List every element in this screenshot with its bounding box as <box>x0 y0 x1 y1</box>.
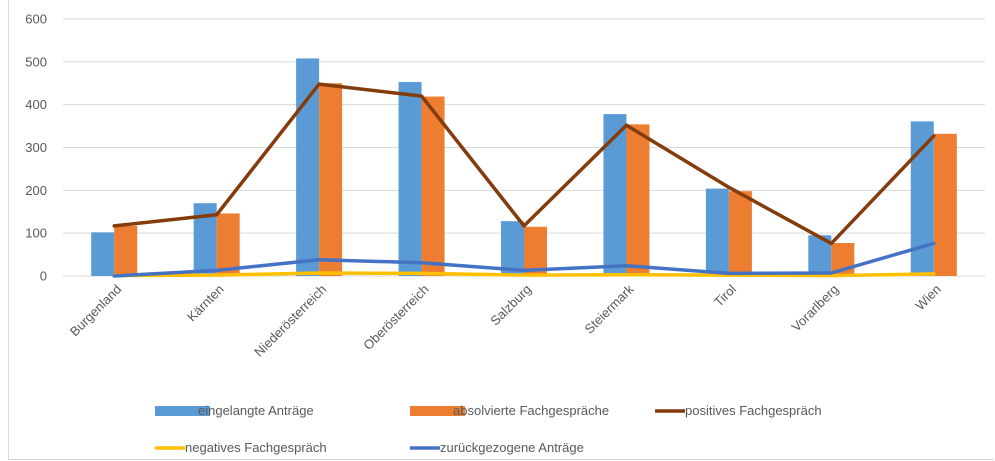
bar <box>524 226 547 276</box>
x-tick-label: Tirol <box>711 281 739 309</box>
y-tick-labels: 0 100 200 300 400 500 600 <box>25 12 47 284</box>
bar <box>603 114 627 276</box>
bar <box>705 188 729 276</box>
bar <box>296 58 320 277</box>
y-tick-label: 600 <box>25 12 47 27</box>
x-tick-label: Wien <box>912 282 944 314</box>
line-series <box>112 82 936 278</box>
x-tick-label: Kärnten <box>184 282 227 325</box>
bar <box>193 203 217 276</box>
legend-label: negatives Fachgespräch <box>185 440 327 455</box>
legend-label: eingelangte Anträge <box>198 403 314 418</box>
legend-label: absolvierte Fachgespräche <box>453 403 609 418</box>
bar <box>91 232 115 276</box>
x-tick-labels: Burgenland Kärnten Niederösterreich Oberöst… <box>67 281 944 359</box>
bar <box>114 225 138 276</box>
bar <box>398 81 422 276</box>
legend-label: positives Fachgespräch <box>685 403 822 418</box>
x-tick-label: Burgenland <box>67 282 125 340</box>
x-tick-label: Oberösterreich <box>360 282 431 353</box>
x-tick-label: Salzburg <box>487 282 534 329</box>
series-line <box>112 271 936 278</box>
y-tick-label: 100 <box>25 226 47 241</box>
x-tick-label: Steiermark <box>582 281 637 336</box>
y-tick-label: 0 <box>40 269 47 284</box>
bar <box>808 235 832 276</box>
x-tick-label: Niederösterreich <box>251 282 329 360</box>
y-tick-label: 300 <box>25 140 47 155</box>
y-tick-label: 200 <box>25 183 47 198</box>
legend-swatch <box>155 406 210 416</box>
x-tick-label: Vorarlberg <box>788 282 841 335</box>
bar <box>728 191 752 276</box>
bar <box>421 96 445 276</box>
bar <box>933 133 957 276</box>
bar <box>626 124 650 277</box>
y-tick-label: 500 <box>25 54 47 69</box>
bar-series <box>91 58 957 277</box>
bar <box>910 121 934 276</box>
chart-frame <box>8 0 994 460</box>
series-line <box>112 82 936 246</box>
bar <box>501 221 524 276</box>
y-tick-label: 400 <box>25 97 47 112</box>
bar <box>319 83 343 276</box>
series-line <box>112 241 936 278</box>
bar <box>216 213 240 276</box>
legend-swatch <box>410 406 465 416</box>
legend-label: zurückgezogene Anträge <box>440 440 584 455</box>
legend: eingelangte Anträge absolvierte Fachgespr… <box>155 403 822 455</box>
